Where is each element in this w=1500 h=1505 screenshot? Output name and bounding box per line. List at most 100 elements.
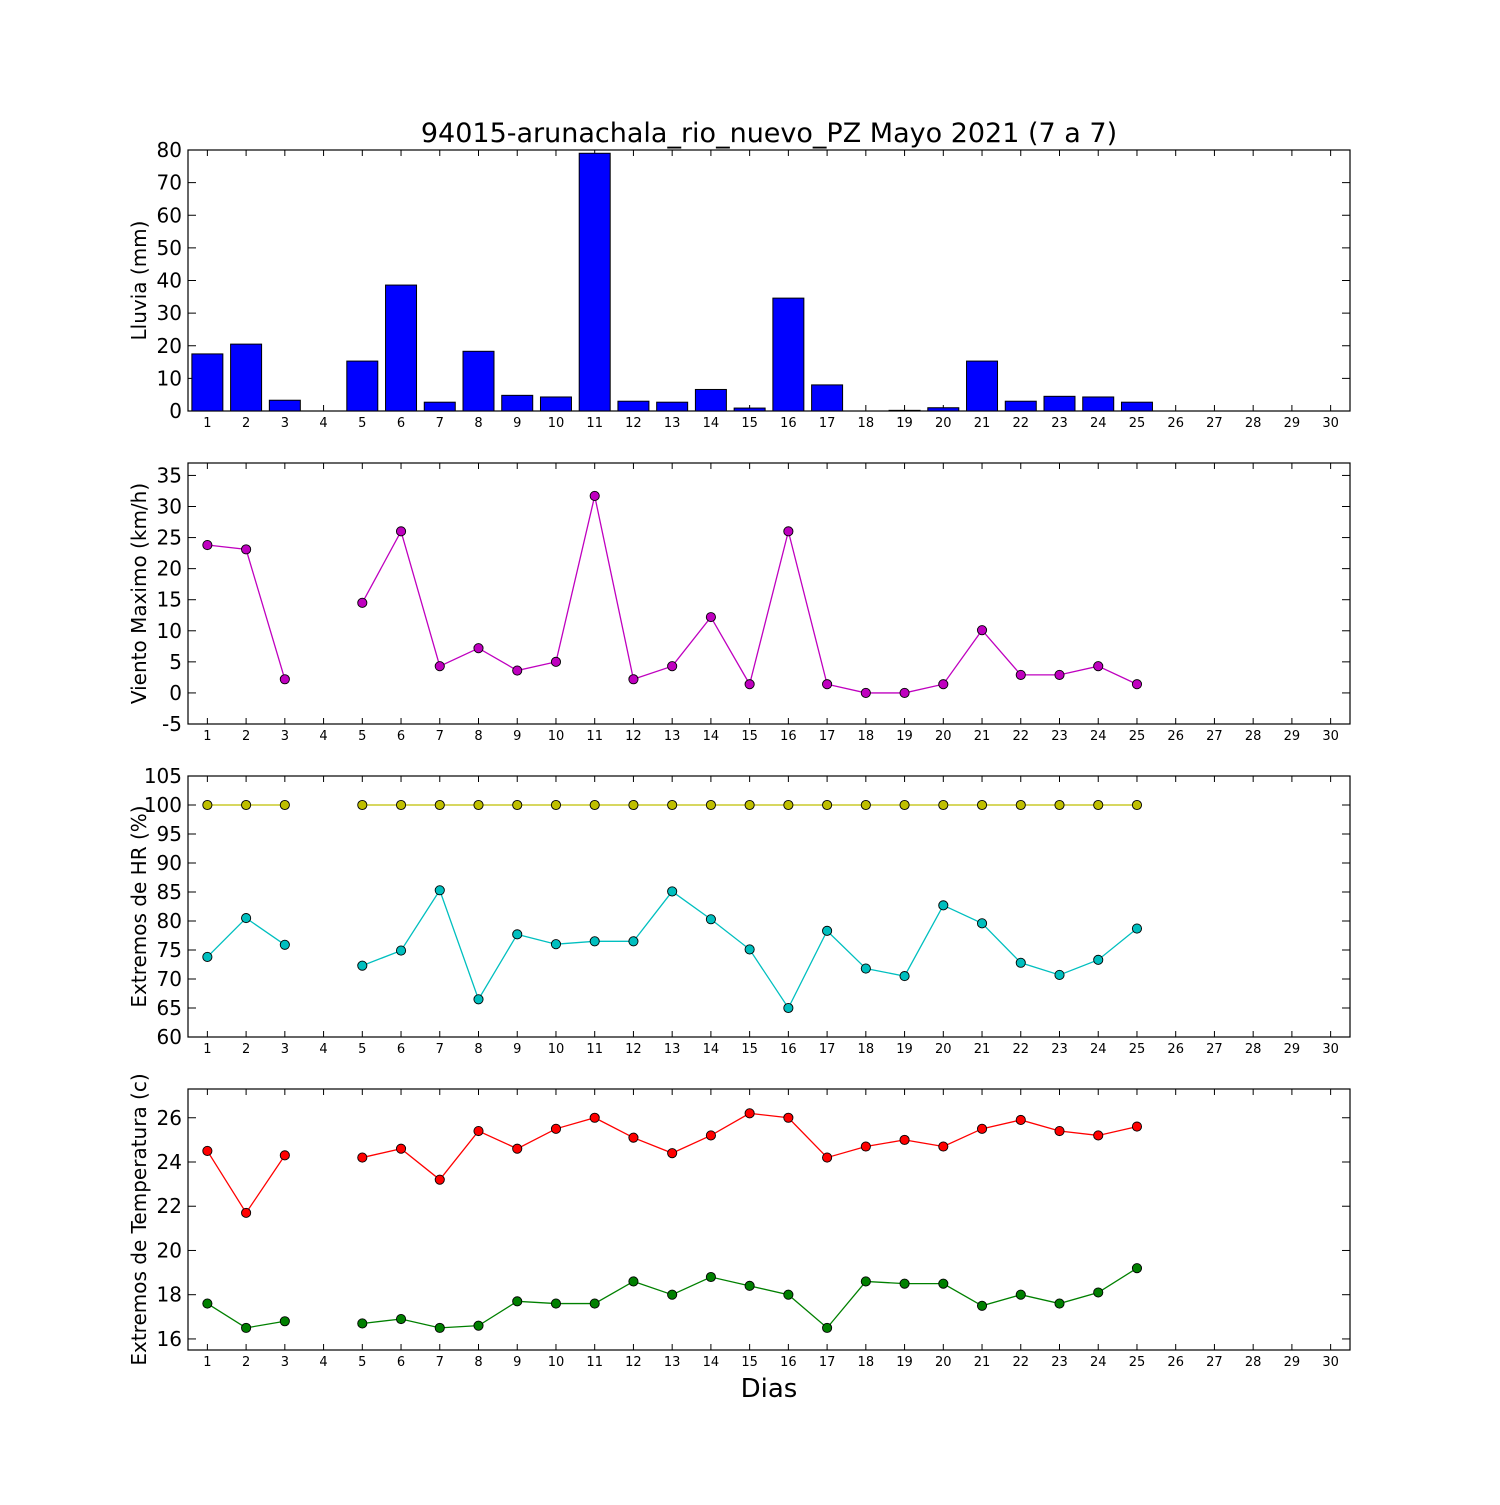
temperature-plot-frame [187,1088,1351,1351]
humidity-series-1-point [1054,969,1065,980]
temperature-x-tick-label: 15 [741,1355,758,1370]
wind-series-0-point [1054,669,1065,680]
wind-x-tick-label: 27 [1206,729,1223,744]
humidity-y-tick-label: 80 [157,909,182,933]
temperature-series-0-point [667,1148,678,1159]
humidity-series-0-point [744,799,755,811]
rain-x-tick-label: 6 [397,416,405,431]
temperature-x-tick-label: 12 [625,1355,642,1370]
rain-x-tick-label: 12 [625,416,642,431]
rain-bar [927,407,960,412]
wind-x-tick-label: 1 [203,729,211,744]
temperature-series-1-point [279,1316,290,1327]
temperature-series-1-point [1015,1289,1026,1300]
wind-x-tick-label: 22 [1012,729,1029,744]
temperature-series-0-point [705,1130,716,1141]
wind-series-0-point [899,687,910,698]
temperature-x-tick-label: 1 [203,1355,211,1370]
wind-series-0-point [241,544,252,555]
rain-panel: 1 2 3 4 5 6 7 8 9 10 11 12 13 14 15 16 17 18 19 20 21 22 23 24 2… [127,138,1351,431]
rain-y-tick-label: 80 [157,138,182,162]
humidity-x-tick-label: 12 [625,1042,642,1057]
rain-bar [656,401,689,412]
humidity-x-tick-label: 2 [242,1042,250,1057]
rain-x-tick-label: 30 [1322,416,1339,431]
humidity-series-0-point [628,799,639,811]
temperature-x-tick-label: 3 [281,1355,289,1370]
humidity-x-tick-label: 11 [586,1042,603,1057]
temperature-y-tick-label: 24 [157,1150,182,1174]
humidity-x-tick-label: 10 [548,1042,565,1057]
rain-x-tick-label: 7 [436,416,444,431]
humidity-series-1-point [550,939,562,950]
rain-y-tick-label: 70 [157,171,182,195]
humidity-x-tick-label: 6 [397,1042,405,1057]
humidity-series-0-point [976,799,988,811]
humidity-x-tick-label: 17 [819,1042,836,1057]
temperature-series-0-point [357,1152,368,1163]
temperature-series-1-point [473,1320,484,1331]
wind-series-0-point [1093,661,1104,672]
humidity-series-0-point [860,799,871,811]
wind-plot-frame [187,462,1351,725]
humidity-series-1-point [279,939,290,950]
wind-x-tick-label: 29 [1284,729,1301,744]
humidity-series-1-point [473,994,484,1005]
rain-bar [539,396,572,412]
wind-series-0-point [550,656,562,667]
rain-x-tick-label: 5 [358,416,366,431]
humidity-x-tick-label: 21 [974,1042,991,1057]
wind-x-tick-label: 16 [780,729,797,744]
temperature-x-tick-label: 4 [319,1355,327,1370]
temperature-series-1-point [938,1278,949,1289]
temperature-y-tick-label: 18 [157,1283,182,1307]
humidity-series-1-point [899,971,910,982]
humidity-x-tick-label: 23 [1051,1042,1068,1057]
temperature-x-tick-label: 25 [1129,1355,1146,1370]
temperature-series-0-point [512,1143,523,1154]
wind-x-tick-label: 6 [397,729,405,744]
rain-x-tick-label: 26 [1167,416,1184,431]
rain-x-tick-label: 9 [513,416,521,431]
wind-series-0-point [1015,669,1026,680]
humidity-x-tick-label: 3 [281,1042,289,1057]
temperature-series-1-point [357,1318,368,1329]
wind-series-0-point [434,661,445,672]
temperature-series-1-point [589,1298,600,1309]
rain-bar [578,152,611,412]
rain-x-tick-label: 17 [819,416,836,431]
humidity-y-tick-label: 90 [157,851,182,875]
humidity-y-axis-label: Extremos de HR (%) [127,805,151,1007]
temperature-series-0-point [976,1123,988,1134]
temperature-series-1-point [512,1296,523,1307]
humidity-series-0-point [899,799,910,811]
temperature-series-1-point [241,1322,252,1333]
temperature-series-0-point [783,1112,794,1123]
humidity-series-0-point [783,799,794,811]
humidity-x-tick-label: 30 [1322,1042,1339,1057]
wind-x-tick-label: 14 [703,729,720,744]
wind-y-tick-label: 10 [157,619,182,643]
rain-bar [385,284,418,412]
humidity-series-1-point [202,951,213,963]
humidity-series-1-point [241,913,252,924]
humidity-series-1-point [589,936,600,947]
humidity-y-tick-label: 100 [144,793,182,817]
rain-x-tick-label: 11 [586,416,603,431]
temperature-series-0-point [241,1207,252,1218]
rain-x-tick-label: 13 [664,416,681,431]
humidity-series-1-point [783,1002,794,1014]
humidity-series-0-point [550,799,562,811]
rain-x-tick-label: 21 [974,416,991,431]
temperature-series-0-point [1131,1121,1143,1132]
wind-y-tick-label: 0 [169,681,182,705]
rain-bar [462,350,495,412]
rain-x-tick-label: 28 [1245,416,1262,431]
temperature-series-0-point [628,1132,639,1143]
humidity-series-1-point [1015,957,1026,968]
temperature-series-1-point [783,1289,794,1300]
temperature-series-0-point [899,1134,910,1145]
rain-bar [1120,401,1153,412]
humidity-series-0-point [357,799,368,811]
